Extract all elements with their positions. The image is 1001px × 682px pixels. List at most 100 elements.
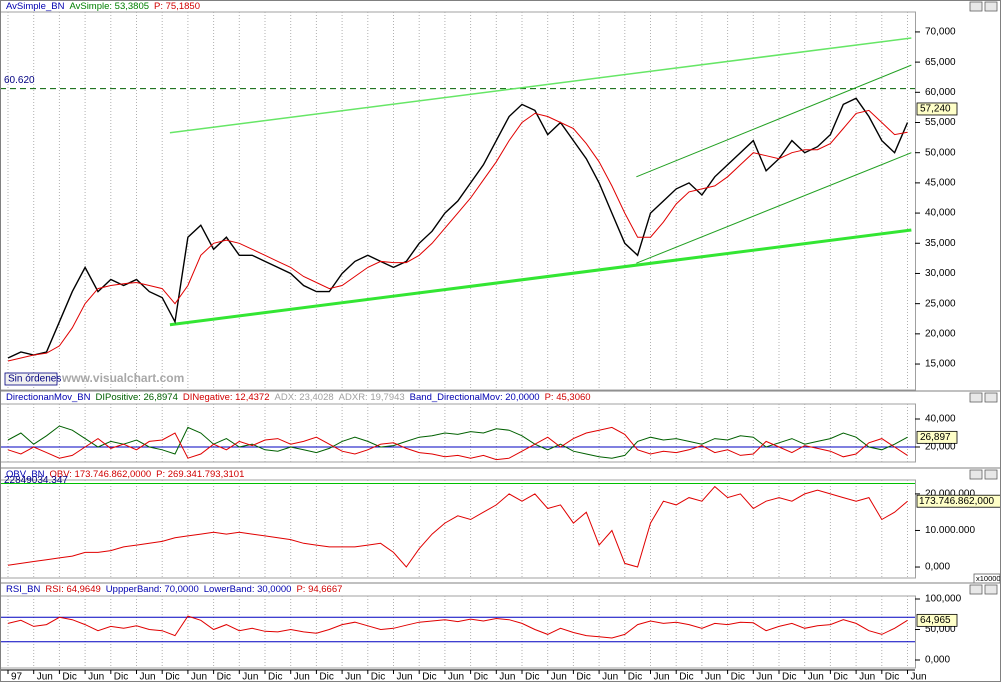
panel-header: OBV_BN OBV: 173.746.862,0000 P: 269.341.79…	[6, 469, 244, 480]
x-tick-label: Jun	[345, 672, 361, 682]
header-item: DINegative: 12,4372	[183, 392, 270, 403]
panel-plot	[0, 403, 916, 463]
y-tick-label: 25,000	[925, 298, 956, 309]
series-line	[7, 425, 908, 459]
last-value-label: 26,897	[920, 432, 951, 443]
panel-header-band	[0, 468, 1001, 480]
series-line	[7, 426, 908, 461]
header-item: LowerBand: 30,0000	[204, 584, 292, 595]
x-tick-label: Jun	[499, 672, 515, 682]
reference-label: 22849034.347	[4, 475, 68, 486]
y-tick-label: 100,000	[925, 594, 962, 605]
header-item: RSI_BN	[6, 584, 40, 595]
x-tick-label: Jun	[756, 672, 772, 682]
y-tick-label: 35,000	[925, 238, 956, 249]
header-item: Band_DirectionalMov: 20,0000	[410, 392, 540, 403]
x-tick-label: Dic	[833, 672, 847, 682]
y-tick-label: 50,000	[925, 147, 956, 158]
window-button	[984, 392, 998, 403]
x-tick-label: Jun	[140, 672, 156, 682]
window-button	[969, 469, 983, 480]
x-tick-label: Dic	[525, 672, 539, 682]
x-tick-label: 97	[11, 672, 23, 682]
header-item: P: 45,3060	[545, 392, 591, 403]
panel-header: DirectionanMov_BN DIPositive: 26,8974 DINe…	[6, 392, 591, 403]
header-item: P: 269.341.793,3101	[156, 469, 244, 480]
last-value-box	[916, 102, 958, 116]
header-item: RSI: 64,9649	[45, 584, 100, 595]
last-value-label: 64,965	[920, 615, 951, 626]
y-tick-label: 20,000	[925, 328, 956, 339]
panel-header-band	[0, 583, 1001, 595]
header-item: P: 75,1850	[154, 1, 200, 12]
y-tick-label: 20,000	[925, 442, 956, 453]
x-tick-label: Dic	[782, 672, 796, 682]
series-line	[7, 615, 908, 639]
y-tick-label: 15,000	[925, 359, 956, 370]
y-tick-label: 55,000	[925, 117, 956, 128]
last-value-label: 57,240	[920, 104, 951, 115]
y-tick-label: 10.000.000	[925, 525, 975, 536]
x-tick-label: Jun	[551, 672, 567, 682]
x-tick-label: Dic	[319, 672, 333, 682]
y-tick-label: 20.000.000	[925, 489, 975, 500]
x-tick-label: Dic	[114, 672, 128, 682]
trendline	[636, 152, 912, 264]
series-line	[7, 97, 909, 359]
window-button	[984, 469, 998, 480]
x-tick-label: Dic	[885, 672, 899, 682]
header-item: ADXR: 19,7943	[339, 392, 405, 403]
y-tick-label: 30,000	[925, 268, 956, 279]
x-tick-label: Dic	[731, 672, 745, 682]
header-item: DIPositive: 26,8974	[95, 392, 177, 403]
x-tick-label: Jun	[911, 672, 927, 682]
trendline	[169, 228, 912, 327]
y-tick-label: 65,000	[925, 57, 956, 68]
header-item: P: 94,6667	[296, 584, 342, 595]
header-item: AvSimple: 53,3805	[69, 1, 149, 12]
header-item: OBV: 173.746.862,0000	[50, 469, 152, 480]
window-button	[969, 392, 983, 403]
scale-note: x10000	[976, 574, 1001, 583]
series-line	[7, 109, 908, 362]
x-tick-label: Jun	[705, 672, 721, 682]
y-tick-label: 40,000	[925, 208, 956, 219]
x-tick-label: Jun	[191, 672, 207, 682]
panel-header: AvSimple_BN AvSimple: 53,3805 P: 75,1850	[6, 1, 200, 12]
x-tick-label: Dic	[62, 672, 76, 682]
header-item: DirectionanMov_BN	[6, 392, 91, 403]
x-tick-label: Jun	[654, 672, 670, 682]
header-item: AvSimple_BN	[6, 1, 65, 12]
window-button	[984, 584, 998, 595]
x-tick-label: Dic	[268, 672, 282, 682]
panel-header-band	[0, 391, 1001, 403]
last-value-box	[916, 494, 1001, 508]
y-tick-label: 45,000	[925, 178, 956, 189]
trendline	[636, 64, 912, 178]
x-tick-label: Jun	[859, 672, 875, 682]
x-tick-label: Dic	[628, 672, 642, 682]
window-button	[969, 584, 983, 595]
x-tick-label: Jun	[397, 672, 413, 682]
series-line	[7, 485, 908, 568]
x-tick-label: Dic	[422, 672, 436, 682]
x-tick-label: Dic	[371, 672, 385, 682]
trendline	[169, 37, 912, 134]
x-tick-label: Dic	[474, 672, 488, 682]
orders-button	[4, 372, 58, 386]
y-tick-label: 60,000	[925, 87, 956, 98]
header-item: UppperBand: 70,0000	[106, 584, 199, 595]
x-tick-label: Dic	[165, 672, 179, 682]
panel-plot	[0, 595, 916, 669]
y-tick-label: 70,000	[925, 27, 956, 38]
x-tick-label: Dic	[576, 672, 590, 682]
header-item: OBV_BN	[6, 469, 45, 480]
last-value-box	[916, 613, 958, 627]
header-item: ADX: 23,4028	[275, 392, 334, 403]
x-tick-label: Jun	[37, 672, 53, 682]
reference-label: 60.620	[4, 75, 35, 86]
y-tick-label: 50,000	[925, 624, 956, 635]
y-tick-label: 0,000	[925, 562, 950, 573]
y-tick-label: 0,000	[925, 655, 950, 666]
